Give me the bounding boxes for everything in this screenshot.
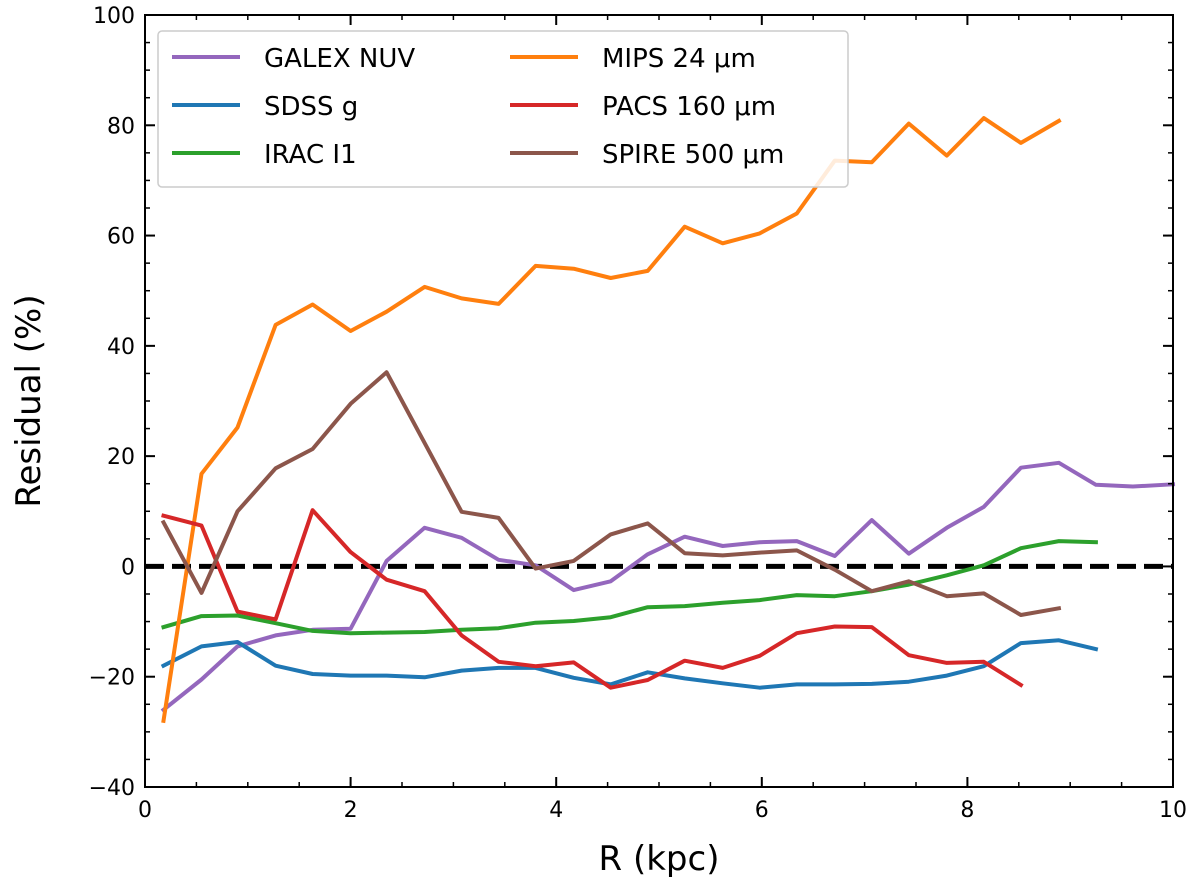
legend-label-0: GALEX NUV xyxy=(264,44,415,74)
series-line-2 xyxy=(161,539,1098,636)
axis-ticks: 0 2 4 6 8 10 −40 −20 0 20 40 60 80 100 xyxy=(89,4,1187,823)
x-tick-label: 4 xyxy=(549,798,563,823)
y-tick-label: 40 xyxy=(107,335,135,360)
x-tick-label: 8 xyxy=(960,798,974,823)
y-tick-label: 60 xyxy=(107,225,135,250)
legend: GALEX NUV SDSS g IRAC I1 MIPS 24 μm PACS 160… xyxy=(157,30,849,188)
legend-label-1: SDSS g xyxy=(264,92,358,122)
legend-label-5: SPIRE 500 μm xyxy=(602,140,784,170)
y-tick-label: −40 xyxy=(89,776,135,801)
legend-label-2: IRAC I1 xyxy=(264,140,357,170)
legend-box xyxy=(157,30,849,188)
y-tick-label: 0 xyxy=(121,555,135,580)
legend-label-4: PACS 160 μm xyxy=(602,92,776,122)
series-line-1 xyxy=(160,638,1099,690)
series-line-0 xyxy=(160,460,1176,713)
y-tick-label: 20 xyxy=(107,445,135,470)
y-tick-label: 80 xyxy=(107,114,135,139)
legend-label-3: MIPS 24 μm xyxy=(602,44,756,74)
x-tick-label: 10 xyxy=(1159,798,1187,823)
series-line-4 xyxy=(161,508,1024,690)
series-line-3 xyxy=(161,116,1062,724)
series-line-5 xyxy=(160,370,1062,617)
x-axis-label: R (kpc) xyxy=(599,839,720,879)
x-tick-label: 6 xyxy=(755,798,769,823)
y-tick-label: 100 xyxy=(93,4,135,29)
y-axis-label: Residual (%) xyxy=(9,294,49,507)
x-tick-label: 2 xyxy=(344,798,358,823)
y-tick-label: −20 xyxy=(89,666,135,691)
x-tick-label: 0 xyxy=(138,798,152,823)
series-layer xyxy=(160,116,1176,724)
